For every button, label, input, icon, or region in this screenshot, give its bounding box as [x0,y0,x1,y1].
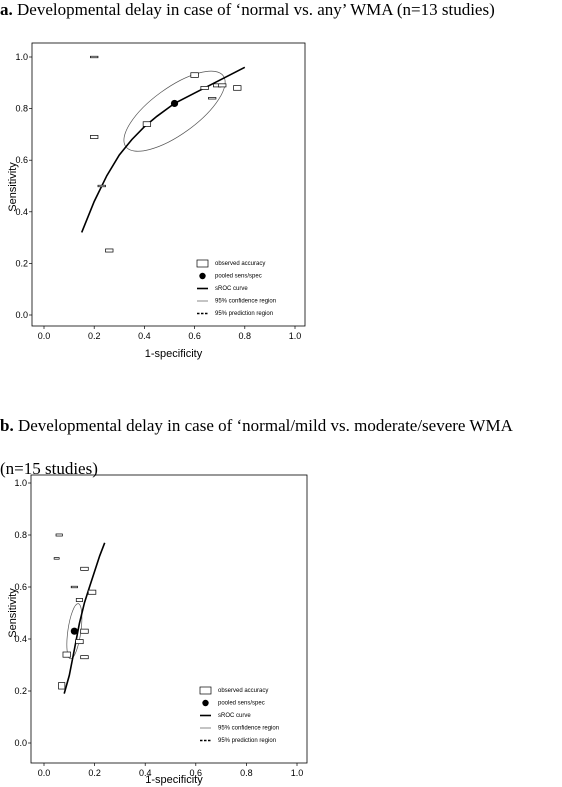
observed-accuracy-point [80,628,89,634]
y-tick-label: 0.4 [15,207,28,217]
x-tick-label: 0.6 [188,331,201,341]
observed-accuracy-point [55,533,63,537]
observed-accuracy-point [87,589,97,595]
y-tick-label: 0.4 [14,634,27,644]
y-tick-label: 0.0 [14,738,27,748]
y-tick-label: 0.8 [15,104,28,114]
y-axis-label: Sensitivity [7,588,19,638]
panel-b-chart: 0.0 0.2 0.4 0.6 0.8 1.0 0.0 0.2 0.4 0.6 0.8 1.0 1-sp… [7,474,308,786]
pooled-estimate-point [170,99,179,108]
x-tick-label: 0.8 [239,331,252,341]
y-tick-label: 1.0 [14,478,27,488]
x-tick-label: 0.0 [38,768,51,778]
y-axis-label: Sensitivity [7,162,19,212]
observed-accuracy-point [97,184,106,188]
legend-label: 95% prediction region [215,311,273,317]
y-tick-label: 1.0 [15,52,28,62]
observed-accuracy-point [53,557,60,560]
observed-accuracy-point [208,97,217,100]
observed-accuracy-point [75,639,84,645]
observed-accuracy-point [90,55,99,59]
observed-accuracy-point [218,83,227,88]
caption-a: a. Developmental delay in case of ‘norma… [0,0,495,20]
observed-accuracy-point [75,598,83,602]
x-axis-label: 1-specificity [145,774,203,786]
panel-b-frame [30,474,308,764]
x-axis-label: 1-specificity [145,348,203,360]
legend-label: 95% confidence region [215,299,276,305]
legend-label: 95% confidence region [218,726,279,732]
caption-b-text: Developmental delay in case of ‘normal/m… [17,416,513,435]
pooled-estimate-point [70,627,78,635]
observed-accuracy-point [58,682,66,690]
observed-accuracy-point [200,86,209,90]
y-tick-label: 0.2 [15,258,28,268]
legend-label: sROC curve [215,286,248,292]
caption-a-text: Developmental delay in case of ‘normal v… [17,0,495,19]
panel-a-chart: 0.0 0.2 0.4 0.6 0.8 1.0 0.0 0.2 0.4 0.6 0.8 1.0 1-sp… [7,42,306,360]
observed-accuracy-point [80,655,89,660]
legend-symbol-observed [196,259,209,268]
y-tick-label: 0.2 [14,686,27,696]
x-tick-label: 0.0 [38,331,51,341]
observed-accuracy-point [190,72,199,78]
legend-label: sROC curve [218,713,251,719]
x-tick-label: 0.4 [139,768,152,778]
sroc-curve [63,542,106,694]
sroc-curve [80,66,246,233]
caption-b: b. Developmental delay in case of ‘norma… [0,416,513,436]
observed-accuracy-point [105,248,114,253]
legend-label: 95% prediction region [218,738,276,744]
x-tick-label: 1.0 [291,768,304,778]
x-tick-label: 0.2 [88,331,101,341]
legend-label: pooled sens/spec [215,274,262,280]
legend-symbol-pooled [199,272,206,280]
legend: observed accuracy pooled sens/spec sROC cu… [199,686,279,744]
y-tick-label: 0.8 [14,530,27,540]
observed-accuracy-point [90,135,99,139]
observed-accuracy-point [62,651,71,658]
legend-label: observed accuracy [215,261,265,267]
observed-accuracy-point [233,85,242,91]
confidence-region-ellipse [123,70,226,152]
panel-a-frame [31,42,306,327]
y-tick-label: 0.6 [14,582,27,592]
legend-symbol-observed [199,686,212,695]
legend: observed accuracy pooled sens/spec sROC cu… [196,259,276,317]
y-tick-label: 0.0 [15,310,28,320]
x-tick-label: 0.4 [138,331,151,341]
y-tick-label: 0.6 [15,155,28,165]
x-tick-label: 1.0 [289,331,302,341]
legend-symbol-pooled [202,699,209,707]
legend-label: observed accuracy [218,688,268,694]
caption-a-letter: a. [0,0,13,19]
x-tick-label: 0.2 [88,768,101,778]
x-tick-label: 0.6 [190,768,203,778]
x-tick-label: 0.8 [240,768,253,778]
caption-b-line2: (n=15 studies) [0,459,98,478]
observed-accuracy-point [70,585,78,589]
caption-b-letter: b. [0,416,14,435]
observed-accuracy-point [80,566,89,571]
legend-label: pooled sens/spec [218,701,265,707]
observed-accuracy-point [142,121,152,127]
